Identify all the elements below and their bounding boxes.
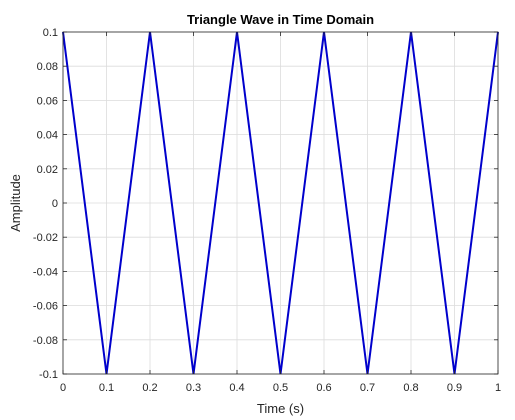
y-tick-label: 0.06 (37, 95, 58, 107)
y-tick-label: -0.04 (33, 266, 58, 278)
x-tick-labels: 0 0.1 0.2 0.3 0.4 0.5 0.6 0.7 0.8 0.9 1 (60, 382, 501, 394)
x-axis-label: Time (s) (257, 401, 304, 416)
tick-marks (62, 31, 499, 375)
x-tick-label: 1 (495, 382, 501, 394)
y-tick-labels: -0.1 -0.08 -0.06 -0.04 -0.02 0 0.02 0.04 0.06 0.0… (33, 27, 58, 381)
y-tick-label: -0.1 (39, 369, 58, 381)
y-tick-label: -0.08 (33, 335, 58, 347)
y-tick-label: 0.08 (37, 61, 58, 73)
y-tick-label: 0.1 (43, 27, 58, 39)
y-tick-label: -0.06 (33, 301, 58, 313)
x-tick-label: 0.6 (316, 382, 331, 394)
x-tick-label: 0.9 (447, 382, 462, 394)
x-tick-label: 0.4 (229, 382, 244, 394)
x-tick-label: 0.3 (186, 382, 201, 394)
x-tick-label: 0 (60, 382, 66, 394)
y-tick-label: 0.04 (37, 130, 58, 142)
y-tick-label: 0 (52, 198, 58, 210)
x-tick-label: 0.1 (99, 382, 114, 394)
x-tick-label: 0.5 (273, 382, 288, 394)
y-tick-label: 0.02 (37, 164, 58, 176)
x-tick-label: 0.7 (360, 382, 375, 394)
x-tick-label: 0.8 (403, 382, 418, 394)
chart-title: Triangle Wave in Time Domain (187, 12, 374, 27)
y-tick-label: -0.02 (33, 232, 58, 244)
x-tick-label: 0.2 (142, 382, 157, 394)
y-axis-label: Amplitude (8, 174, 23, 232)
